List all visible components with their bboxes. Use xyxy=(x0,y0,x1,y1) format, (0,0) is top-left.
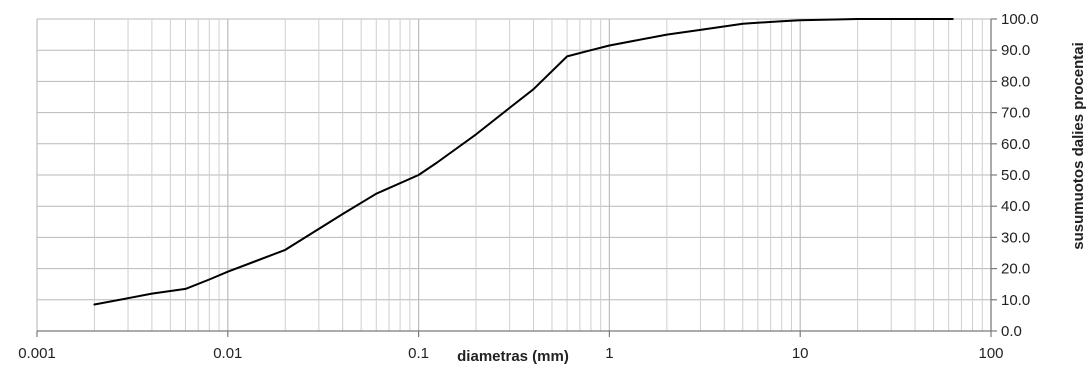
x-tick-label: 10 xyxy=(792,345,809,362)
y-tick-label: 80.0 xyxy=(1001,73,1030,90)
y-axis-title: susumuotos dalies procentai xyxy=(1070,42,1087,250)
grid-layer xyxy=(36,18,992,332)
y-tick-label: 0.0 xyxy=(1001,323,1022,340)
y-tick-label: 90.0 xyxy=(1001,42,1030,59)
x-tick-label: 0.1 xyxy=(408,345,429,362)
x-tick-label: 0.01 xyxy=(213,345,242,362)
y-tick-label: 30.0 xyxy=(1001,229,1030,246)
x-tick-label: 100 xyxy=(978,345,1003,362)
series-layer xyxy=(93,18,954,306)
axis-layer xyxy=(36,18,997,337)
series-line-0 xyxy=(93,18,954,306)
y-tick-label: 70.0 xyxy=(1001,105,1030,122)
x-tick-label: 1 xyxy=(605,345,613,362)
y-tick-label: 100.0 xyxy=(1001,11,1039,28)
y-tick-label: 20.0 xyxy=(1001,261,1030,278)
label-layer: 0.001 0.01 0.1 1 10 100 0.0 10.0 20.0 30.0 40.0 50.… xyxy=(18,11,1038,362)
y-tick-label: 40.0 xyxy=(1001,198,1030,215)
x-axis-title: diametras (mm) xyxy=(457,348,569,365)
y-tick-label: 10.0 xyxy=(1001,292,1030,309)
y-tick-label: 50.0 xyxy=(1001,167,1030,184)
x-tick-label: 0.001 xyxy=(18,345,56,362)
y-tick-label: 60.0 xyxy=(1001,136,1030,153)
